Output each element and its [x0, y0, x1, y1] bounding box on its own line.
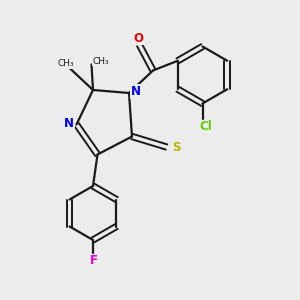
Text: CH₃: CH₃ — [92, 57, 109, 66]
Text: S: S — [172, 141, 180, 154]
Text: Cl: Cl — [200, 120, 212, 134]
Text: F: F — [90, 254, 98, 268]
Text: O: O — [133, 32, 143, 45]
Text: CH₃: CH₃ — [58, 59, 74, 68]
Text: N: N — [64, 116, 74, 130]
Text: N: N — [130, 85, 141, 98]
